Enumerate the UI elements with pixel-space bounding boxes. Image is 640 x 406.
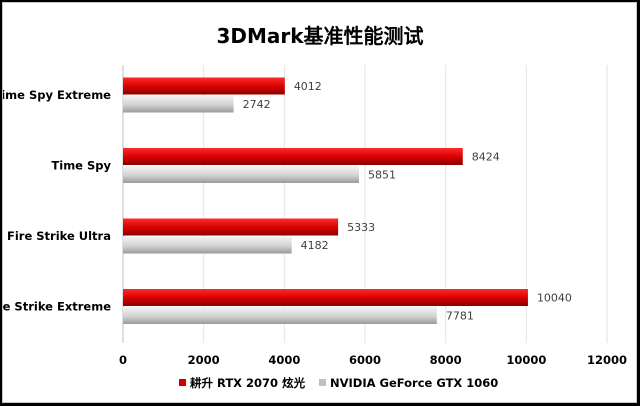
chart-title: 3DMark基准性能测试 — [216, 24, 423, 48]
data-label: 7781 — [446, 310, 474, 323]
x-tick-label: 6000 — [349, 353, 381, 367]
category-label: Time Spy — [51, 159, 111, 173]
x-tick-label: 0 — [119, 353, 127, 367]
category-label: Time Spy Extreme — [3, 88, 111, 102]
legend-swatch — [319, 379, 326, 386]
data-label: 4012 — [294, 80, 322, 93]
data-label: 10040 — [537, 292, 572, 305]
legend-swatch — [179, 379, 186, 386]
data-label: 8424 — [472, 151, 500, 164]
axis-labels: 0 2000 4000 6000 8000 10000 12000 Time Spy Extr… — [3, 80, 627, 367]
category-label: Fire Strike Ultra — [7, 229, 111, 243]
category-label: Fire Strike Extreme — [3, 300, 111, 314]
x-tick-label: 8000 — [430, 353, 462, 367]
chart-frame: 3DMark基准性能测试 0 2000 4000 6000 8000 10000 12000… — [2, 2, 637, 403]
bar — [123, 218, 339, 236]
bar — [123, 77, 285, 95]
bar-chart: 3DMark基准性能测试 0 2000 4000 6000 8000 10000 12000… — [3, 24, 627, 390]
x-tick-label: 12000 — [587, 353, 627, 367]
x-tick-label: 2000 — [188, 353, 220, 367]
legend-label: 耕升 RTX 2070 炫光 — [189, 376, 306, 390]
legend-label: NVIDIA GeForce GTX 1060 — [330, 376, 498, 390]
x-tick-label: 10000 — [506, 353, 546, 367]
data-label: 2742 — [243, 98, 271, 111]
bar — [123, 236, 292, 254]
legend: 耕升 RTX 2070 炫光 NVIDIA GeForce GTX 1060 — [179, 376, 498, 390]
bar — [123, 148, 463, 165]
data-label: 5851 — [368, 169, 396, 182]
bar — [123, 307, 437, 324]
bar — [123, 95, 234, 113]
data-label: 5333 — [347, 221, 375, 234]
bar — [123, 289, 528, 306]
bar — [123, 166, 359, 183]
data-label: 4182 — [301, 239, 329, 252]
bar-series — [123, 77, 528, 324]
x-tick-label: 4000 — [268, 353, 300, 367]
